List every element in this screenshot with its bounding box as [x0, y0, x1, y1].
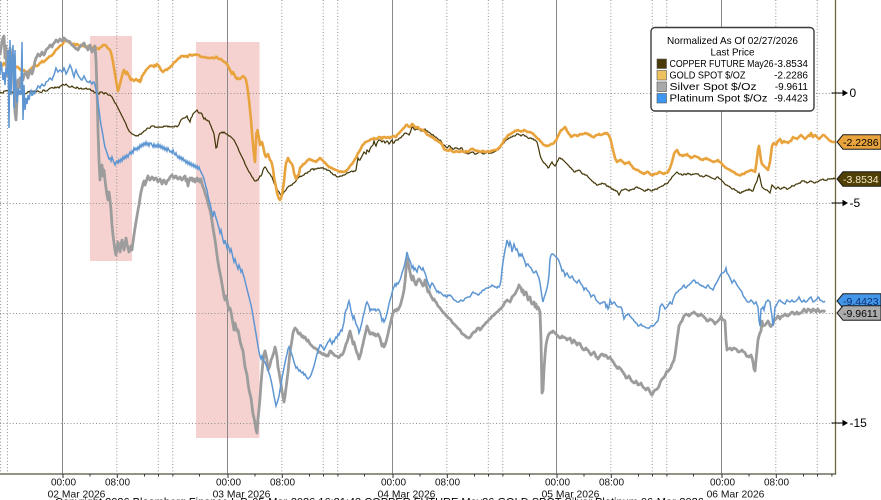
svg-text:Platinum Spot $/Oz: Platinum Spot $/Oz	[670, 94, 768, 105]
svg-text:08:00: 08:00	[105, 478, 130, 489]
svg-text:06 Mar 2026: 06 Mar 2026	[707, 490, 765, 500]
svg-text:-9.9611: -9.9611	[843, 308, 878, 320]
svg-text:05 Mar 2026: 05 Mar 2026	[542, 490, 600, 500]
svg-text:00:00: 00:00	[51, 478, 76, 489]
svg-text:00:00: 00:00	[710, 478, 735, 489]
svg-text:Last Price: Last Price	[711, 48, 755, 59]
svg-text:-15: -15	[850, 416, 868, 430]
svg-text:-3.8534: -3.8534	[774, 59, 808, 70]
svg-text:08:00: 08:00	[435, 478, 460, 489]
svg-text:00:00: 00:00	[381, 478, 406, 489]
svg-text:00:00: 00:00	[216, 478, 241, 489]
svg-text:08:00: 08:00	[599, 478, 624, 489]
svg-text:COPPER FUTURE May26: COPPER FUTURE May26	[670, 59, 774, 70]
svg-text:00:00: 00:00	[545, 478, 570, 489]
svg-text:-2.2286: -2.2286	[843, 137, 879, 149]
svg-text:-3.8534: -3.8534	[843, 174, 879, 186]
svg-text:-9.4423: -9.4423	[843, 296, 879, 308]
svg-text:Normalized As Of 02/27/2026: Normalized As Of 02/27/2026	[667, 36, 798, 47]
svg-text:-9.9611: -9.9611	[775, 82, 809, 93]
svg-text:0: 0	[850, 86, 857, 100]
svg-text:-5: -5	[850, 196, 861, 210]
svg-text:-9.4423: -9.4423	[774, 94, 808, 105]
svg-text:Copyright 2026 Bloomberg Finan: Copyright 2026 Bloomberg Finance L.P. 05…	[55, 497, 704, 500]
svg-text:04 Mar 2026: 04 Mar 2026	[378, 490, 436, 500]
svg-text:03 Mar 2026: 03 Mar 2026	[213, 490, 271, 500]
svg-text:-2.2286: -2.2286	[774, 71, 808, 82]
svg-text:08:00: 08:00	[270, 478, 295, 489]
svg-text:02 Mar 2026: 02 Mar 2026	[48, 490, 106, 500]
svg-text:08:00: 08:00	[764, 478, 789, 489]
svg-text:Silver Spot $/Oz: Silver Spot $/Oz	[670, 82, 757, 93]
svg-text:GOLD SPOT $/OZ: GOLD SPOT $/OZ	[670, 71, 746, 82]
